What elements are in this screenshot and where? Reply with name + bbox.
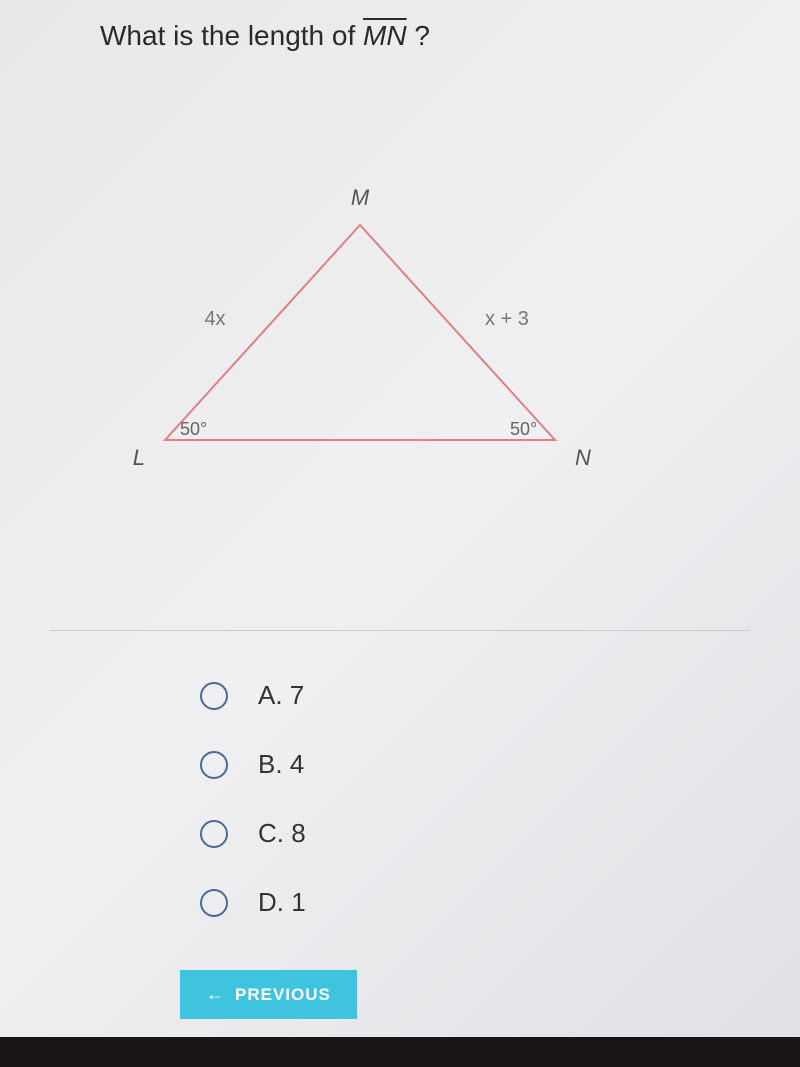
bottom-bar: [0, 1037, 800, 1067]
triangle-svg: M L N 4x x + 3 50° 50°: [120, 180, 600, 480]
option-c-label: C. 8: [258, 818, 306, 849]
vertex-n-label: N: [575, 445, 591, 470]
previous-button[interactable]: ← PREVIOUS: [180, 970, 357, 1019]
options-list: A. 7 B. 4 C. 8 D. 1: [200, 680, 306, 956]
option-d[interactable]: D. 1: [200, 887, 306, 918]
option-a[interactable]: A. 7: [200, 680, 306, 711]
option-b[interactable]: B. 4: [200, 749, 306, 780]
radio-d[interactable]: [200, 889, 228, 917]
question-suffix: ?: [414, 20, 430, 51]
option-b-label: B. 4: [258, 749, 304, 780]
option-a-label: A. 7: [258, 680, 304, 711]
triangle-diagram: M L N 4x x + 3 50° 50°: [120, 180, 600, 480]
side-lm-label: 4x: [204, 308, 225, 330]
radio-b[interactable]: [200, 751, 228, 779]
side-mn-label: x + 3: [485, 308, 529, 330]
option-c[interactable]: C. 8: [200, 818, 306, 849]
vertex-m-label: M: [351, 185, 370, 210]
divider: [50, 630, 750, 631]
radio-a[interactable]: [200, 682, 228, 710]
angle-n-label: 50°: [510, 419, 537, 439]
previous-button-label: PREVIOUS: [235, 985, 331, 1005]
option-d-label: D. 1: [258, 887, 306, 918]
arrow-left-icon: ←: [206, 984, 225, 1005]
triangle-shape: [165, 225, 555, 440]
radio-c[interactable]: [200, 820, 228, 848]
question-prefix: What is the length of: [100, 20, 363, 51]
vertex-l-label: L: [133, 445, 145, 470]
angle-l-label: 50°: [180, 419, 207, 439]
question-segment: MN: [363, 20, 407, 52]
question-text: What is the length of MN ?: [100, 20, 430, 52]
